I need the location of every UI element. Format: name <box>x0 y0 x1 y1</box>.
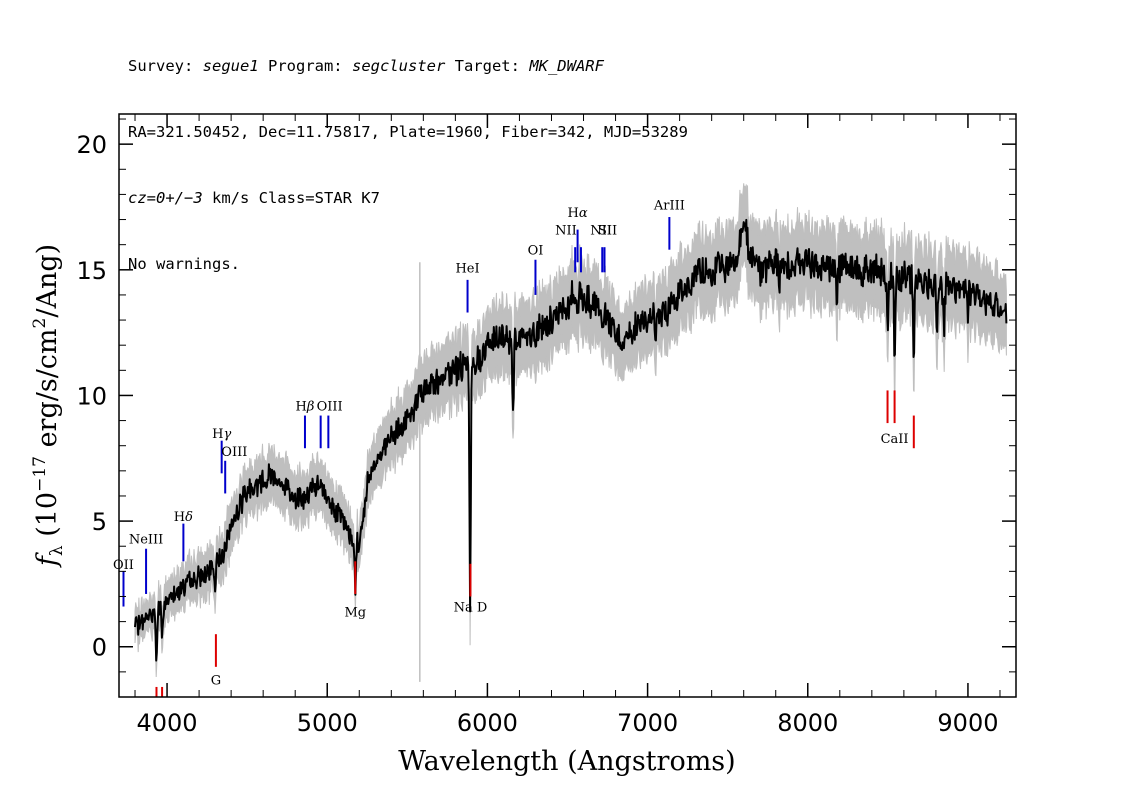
emission-line-label: OIII <box>317 400 343 415</box>
emission-line-label: NeIII <box>129 533 163 548</box>
redshift-value: cz=0+/−3 <box>128 189 203 207</box>
emission-line-label: Hγ <box>212 427 231 442</box>
emission-line-label: SII <box>598 224 617 239</box>
spectrum-header: Survey: segue1 Program: segcluster Targe… <box>128 11 688 297</box>
y-tick-label: 15 <box>76 257 107 285</box>
x-tick-label: 6000 <box>457 709 518 737</box>
absorption-line-label: CaII <box>881 432 909 447</box>
y-tick-label: 5 <box>92 508 107 536</box>
emission-line-label: OIII <box>221 445 247 460</box>
emission-line-label: OI <box>528 244 544 259</box>
absorption-line-label: G <box>211 673 221 688</box>
y-tick-label: 10 <box>76 382 107 410</box>
emission-line-label: Hα <box>568 206 588 221</box>
y-axis-label: fλ (10−17 erg/s/cm2/Ang) <box>30 244 67 568</box>
header-line-1: Survey: segue1 Program: segcluster Targe… <box>128 57 604 75</box>
plot-frame <box>118 113 1017 698</box>
emission-line-label: Hδ <box>174 510 193 525</box>
emission-line-label: NII <box>555 224 577 239</box>
x-tick-label: 9000 <box>937 709 998 737</box>
error-band <box>134 183 1007 682</box>
axis-ticks: 4000 5000 6000 7000 8000 9000 0 5 10 15 20 <box>76 114 1016 737</box>
emission-line-label: NII <box>590 224 612 239</box>
x-axis-label: Wavelength (Angstroms) <box>398 746 735 777</box>
x-tick-label: 5000 <box>297 709 358 737</box>
y-tick-label: 0 <box>92 634 107 662</box>
emission-line-label: OII <box>113 558 134 573</box>
flux-line <box>134 218 1008 662</box>
flux-series <box>134 218 1008 662</box>
program-value: segcluster <box>351 57 446 75</box>
target-value: MK_DWARF <box>529 57 604 75</box>
emission-line-label: HeI <box>455 261 479 276</box>
absorption-line-label: Mg <box>344 606 366 621</box>
emission-line-label: Hβ <box>296 400 315 415</box>
x-tick-label: 4000 <box>137 709 198 737</box>
survey-value: segue1 <box>202 57 259 75</box>
absorption-line-label: Na D <box>454 601 488 616</box>
y-tick-label: 20 <box>76 131 107 159</box>
emission-line-label: ArIII <box>653 198 685 213</box>
x-tick-label: 8000 <box>777 709 838 737</box>
header-line-3: cz=0+/−3 km/s Class=STAR K7 <box>128 189 380 207</box>
x-tick-label: 7000 <box>617 709 678 737</box>
header-line-4: No warnings. <box>128 255 240 273</box>
error-envelope <box>134 183 1007 678</box>
header-line-2: RA=321.50452, Dec=11.75817, Plate=1960, … <box>128 123 688 141</box>
